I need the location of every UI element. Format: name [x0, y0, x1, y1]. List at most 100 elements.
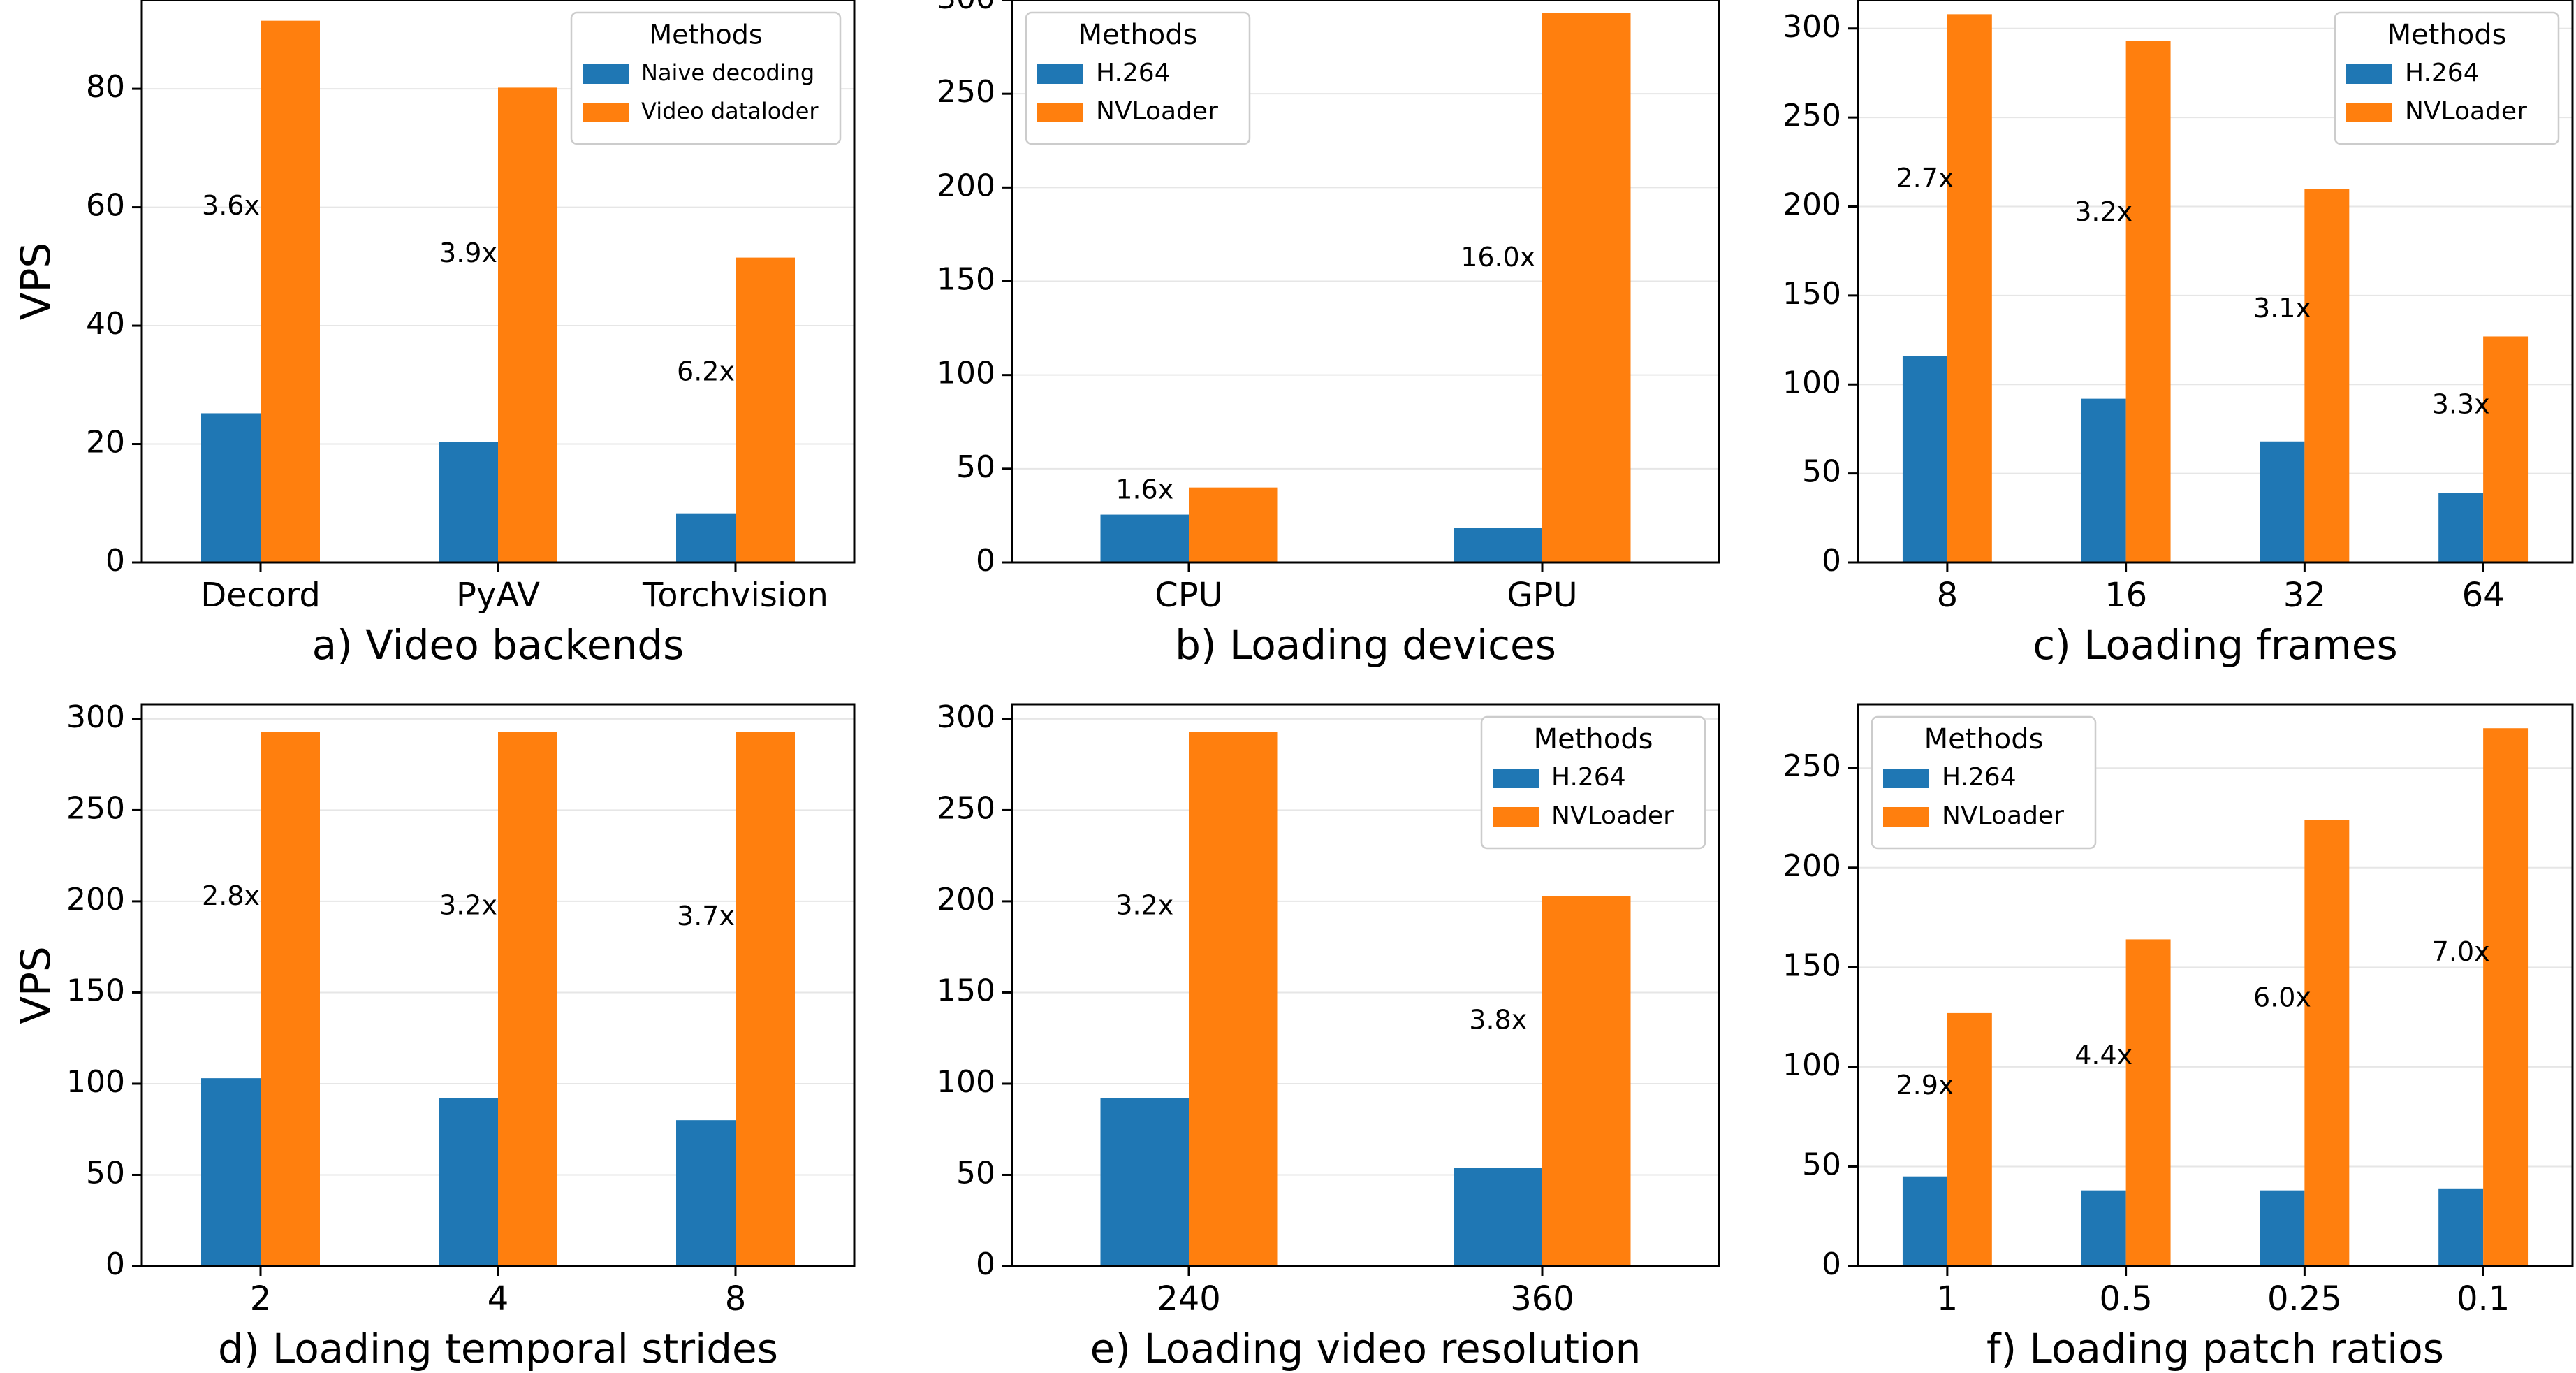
subplot-title: c) Loading frames	[2033, 621, 2397, 669]
y-tick-label: 20	[86, 425, 125, 460]
axes-frame	[1857, 703, 2574, 1267]
x-tick-label: GPU	[1507, 576, 1577, 615]
legend: Methods H.264 NVLoader	[2334, 11, 2560, 145]
speedup-label: 4.4x	[2074, 1040, 2132, 1070]
y-tick-label: 150	[66, 973, 125, 1008]
x-tick-label: Torchvision	[642, 576, 828, 615]
bar-accelerated-2	[261, 732, 320, 1266]
y-tick-label: 100	[1783, 365, 1841, 400]
x-tick-label: 2	[250, 1279, 272, 1318]
y-tick-label: 100	[937, 1064, 995, 1100]
panel-bottom-right: 2.9x 4.4x 6.0x 7.0x 0 50 100 150 200 250 1 0.5 0.25 0…	[1783, 703, 2574, 1372]
x-tick-label: 0.1	[2457, 1279, 2510, 1318]
panel-bottom-left: 2.8x 3.2x 3.7x 0 50 100 150 200 250 300 2 4 8 d) Load…	[12, 699, 856, 1372]
bar-accelerated-PyAV	[498, 87, 557, 563]
bar-baseline-2	[201, 1078, 261, 1266]
legend-label: Naive decoding	[641, 59, 814, 86]
legend-title: Methods	[1078, 19, 1198, 51]
legend-swatch	[1883, 769, 1929, 788]
y-tick-label: 0	[105, 1247, 125, 1282]
y-tick-label: 200	[66, 882, 125, 917]
x-tick-label: 360	[1510, 1279, 1574, 1318]
legend-label: H.264	[1942, 763, 2017, 792]
bar-baseline-360	[1454, 1168, 1542, 1266]
bar-baseline-4	[439, 1098, 498, 1266]
bar-accelerated-240	[1189, 732, 1278, 1266]
subplot-title: b) Loading devices	[1175, 621, 1556, 669]
panel-top-left: 3.6x 3.9x 6.2x 0 20 40 60 80 Decord PyAV Torchvisi…	[12, 0, 856, 669]
x-tick-label: CPU	[1155, 576, 1223, 615]
y-tick-label: 60	[86, 188, 125, 224]
y-tick-label: 80	[86, 69, 125, 105]
x-tick-label: 64	[2462, 576, 2505, 615]
speedup-label: 6.2x	[677, 356, 735, 386]
legend-label: H.264	[1096, 59, 1171, 87]
bar-accelerated-32	[2304, 189, 2350, 563]
speedup-label: 1.6x	[1115, 474, 1173, 505]
x-tick-label: 4	[488, 1279, 509, 1318]
y-tick-label: 200	[1783, 187, 1841, 223]
legend-swatch	[2346, 64, 2392, 84]
speedup-label: 3.9x	[439, 238, 497, 268]
bar-accelerated-CPU	[1189, 487, 1278, 562]
legend-box	[570, 11, 842, 145]
legend-label: NVLoader	[1551, 801, 1674, 830]
legend-swatch	[1493, 807, 1539, 827]
x-tick-label: Decord	[200, 576, 321, 615]
bar-accelerated-8	[736, 732, 795, 1266]
y-tick-label: 0	[105, 543, 125, 579]
x-tick-label: 240	[1157, 1279, 1221, 1318]
speedup-label: 2.9x	[1896, 1070, 1954, 1100]
bar-baseline-240	[1100, 1098, 1189, 1266]
y-tick-label: 250	[937, 790, 995, 826]
bar-baseline-8	[1902, 356, 1947, 562]
y-tick-label: 100	[66, 1064, 125, 1100]
legend-swatch	[583, 103, 629, 122]
y-tick-label: 200	[937, 168, 995, 203]
legend-title: Methods	[649, 20, 762, 50]
bar-baseline-32	[2260, 441, 2305, 562]
y-axis-label: VPS	[12, 946, 59, 1024]
speedup-label: 16.0x	[1461, 242, 1535, 273]
bar-accelerated-0.5	[2125, 939, 2171, 1266]
bar-baseline-Torchvision	[676, 513, 736, 562]
y-tick-label: 250	[937, 74, 995, 110]
bar-accelerated-360	[1542, 896, 1631, 1266]
legend-swatch	[1493, 769, 1539, 788]
y-tick-label: 300	[937, 0, 995, 16]
y-axis-label: VPS	[12, 242, 59, 320]
y-tick-label: 300	[1783, 9, 1841, 45]
y-tick-label: 250	[1783, 98, 1841, 133]
x-tick-label: 8	[725, 1279, 747, 1318]
speedup-label: 2.7x	[1896, 163, 1954, 194]
legend-title: Methods	[1924, 723, 2044, 755]
y-tick-label: 150	[937, 262, 995, 298]
y-tick-label: 150	[1783, 947, 1841, 983]
bar-baseline-1	[1902, 1176, 1947, 1266]
bar-baseline-8	[676, 1120, 736, 1266]
y-tick-label: 300	[937, 699, 995, 735]
subplot-title: d) Loading temporal strides	[218, 1325, 778, 1372]
bar-accelerated-GPU	[1542, 13, 1631, 563]
x-tick-label: 32	[2283, 576, 2326, 615]
legend-swatch	[2346, 103, 2392, 122]
legend-label: H.264	[2405, 59, 2480, 87]
x-tick-label: 16	[2105, 576, 2147, 615]
subplot-title: e) Loading video resolution	[1090, 1325, 1641, 1372]
y-tick-label: 150	[1783, 276, 1841, 312]
bar-baseline-16	[2081, 398, 2126, 562]
legend: Methods Naive decoding Video dataloder	[570, 11, 842, 145]
y-tick-label: 40	[86, 306, 125, 342]
bar-baseline-0.1	[2438, 1188, 2484, 1266]
legend-title: Methods	[1534, 723, 1653, 755]
speedup-label: 7.0x	[2432, 936, 2490, 967]
y-tick-label: 150	[937, 973, 995, 1008]
panel-bottom-middle: 3.2x 3.8x 0 50 100 150 200 250 300 240 360 e) Loadi…	[937, 699, 1720, 1372]
speedup-label: 6.0x	[2253, 982, 2311, 1012]
legend-label: NVLoader	[1096, 97, 1218, 126]
legend: Methods H.264 NVLoader	[1480, 715, 1706, 850]
y-tick-label: 300	[66, 699, 125, 735]
legend-label: NVLoader	[1942, 801, 2064, 830]
bar-accelerated-64	[2483, 336, 2529, 562]
x-tick-label: 1	[1937, 1279, 1959, 1318]
